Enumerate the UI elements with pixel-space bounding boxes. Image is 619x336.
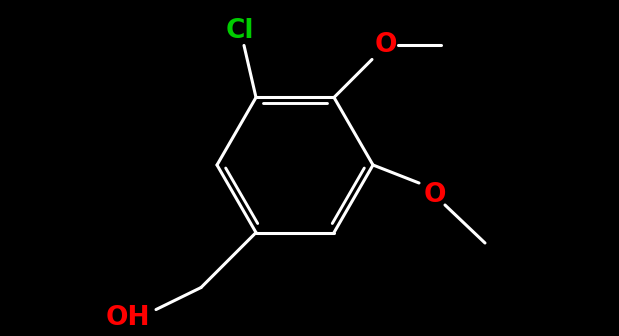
Text: OH: OH bbox=[106, 304, 150, 331]
Text: O: O bbox=[374, 33, 397, 58]
Text: O: O bbox=[424, 182, 446, 208]
Text: Cl: Cl bbox=[226, 18, 254, 44]
